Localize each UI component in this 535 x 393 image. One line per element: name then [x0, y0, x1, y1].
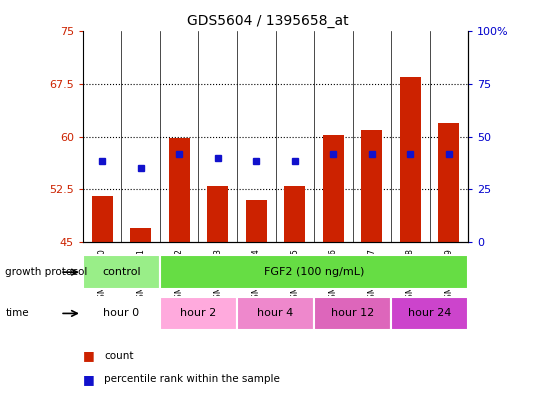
Text: hour 24: hour 24: [408, 309, 452, 318]
Bar: [91, 196, 113, 242]
Text: FGF2 (100 ng/mL): FGF2 (100 ng/mL): [264, 267, 364, 277]
Text: percentile rank within the sample: percentile rank within the sample: [104, 374, 280, 384]
Bar: [284, 185, 305, 242]
Bar: [438, 123, 460, 242]
Text: GDS5604 / 1395658_at: GDS5604 / 1395658_at: [187, 14, 348, 28]
Text: count: count: [104, 351, 134, 361]
Bar: [160, 297, 237, 330]
Text: time: time: [5, 309, 29, 318]
Bar: [246, 200, 267, 242]
Bar: [169, 138, 190, 242]
Bar: [361, 130, 383, 242]
Bar: [323, 135, 344, 242]
Bar: [391, 297, 468, 330]
Text: ■: ■: [83, 373, 95, 386]
Bar: [237, 297, 314, 330]
Text: hour 2: hour 2: [180, 309, 217, 318]
Bar: [314, 297, 391, 330]
Bar: [400, 77, 421, 242]
Bar: [83, 297, 160, 330]
Text: ■: ■: [83, 349, 95, 362]
Text: growth protocol: growth protocol: [5, 267, 88, 277]
Text: hour 0: hour 0: [103, 309, 140, 318]
Bar: [83, 255, 160, 289]
Bar: [160, 255, 468, 289]
Bar: [130, 228, 151, 242]
Text: hour 4: hour 4: [257, 309, 294, 318]
Bar: [207, 185, 228, 242]
Text: hour 12: hour 12: [331, 309, 374, 318]
Text: control: control: [102, 267, 141, 277]
